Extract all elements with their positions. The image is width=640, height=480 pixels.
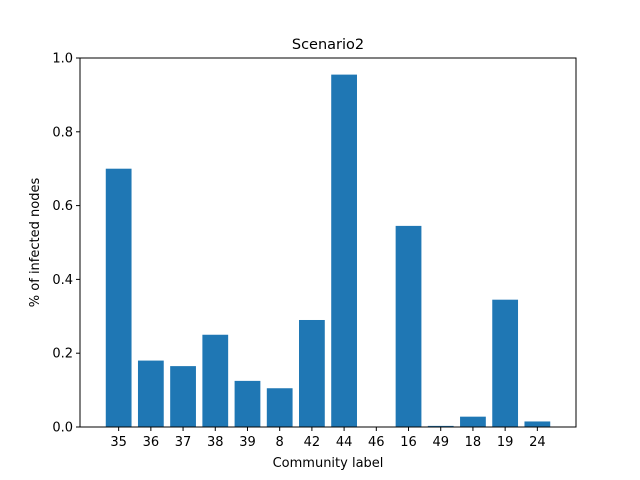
y-tick-label: 0.4: [52, 273, 73, 288]
bar-37: [170, 366, 196, 427]
bar-18: [460, 416, 486, 427]
x-tick-label: 24: [529, 435, 546, 450]
x-tick-label: 18: [465, 435, 482, 450]
bar-35: [105, 168, 132, 427]
bar-16: [395, 225, 422, 427]
x-tick-label: 44: [336, 435, 353, 450]
y-axis-label: % of infected nodes: [28, 178, 43, 308]
bar-38: [202, 334, 229, 427]
y-tick-label: 1.0: [52, 52, 73, 67]
x-tick-label: 36: [143, 435, 160, 450]
x-tick-label: 46: [368, 435, 385, 450]
y-tick-label: 0.8: [52, 125, 73, 140]
bar-8: [266, 388, 293, 427]
x-tick-label: 39: [239, 435, 256, 450]
y-axis-ticks: 0.0 0.2 0.4 0.6 0.8 1.0: [52, 52, 80, 436]
x-axis-label: Community label: [273, 456, 384, 471]
bar-44: [331, 74, 357, 428]
bar-24: [524, 421, 551, 427]
bar-19: [492, 299, 519, 427]
x-tick-label: 19: [497, 435, 514, 450]
bar-49: [427, 425, 454, 427]
x-tick-label: 37: [175, 435, 192, 450]
x-tick-label: 16: [400, 435, 417, 450]
x-tick-label: 38: [207, 435, 224, 450]
x-axis-ticks: 35 36 37 38 39 8 42 44 46 16 49 18 19 24: [110, 427, 546, 450]
y-tick-label: 0.6: [52, 199, 73, 214]
plot-frame: [79, 57, 577, 428]
x-tick-label: 49: [432, 435, 449, 450]
chart-title: Scenario2: [292, 37, 364, 53]
x-tick-label: 42: [304, 435, 321, 450]
y-tick-label: 0.0: [52, 421, 73, 436]
y-tick-label: 0.2: [52, 347, 73, 362]
bar-39: [234, 380, 261, 428]
x-tick-label: 8: [276, 435, 284, 450]
bars-group: [105, 74, 551, 428]
bar-42: [299, 319, 325, 427]
x-tick-label: 35: [110, 435, 127, 450]
bar-36: [137, 360, 164, 427]
